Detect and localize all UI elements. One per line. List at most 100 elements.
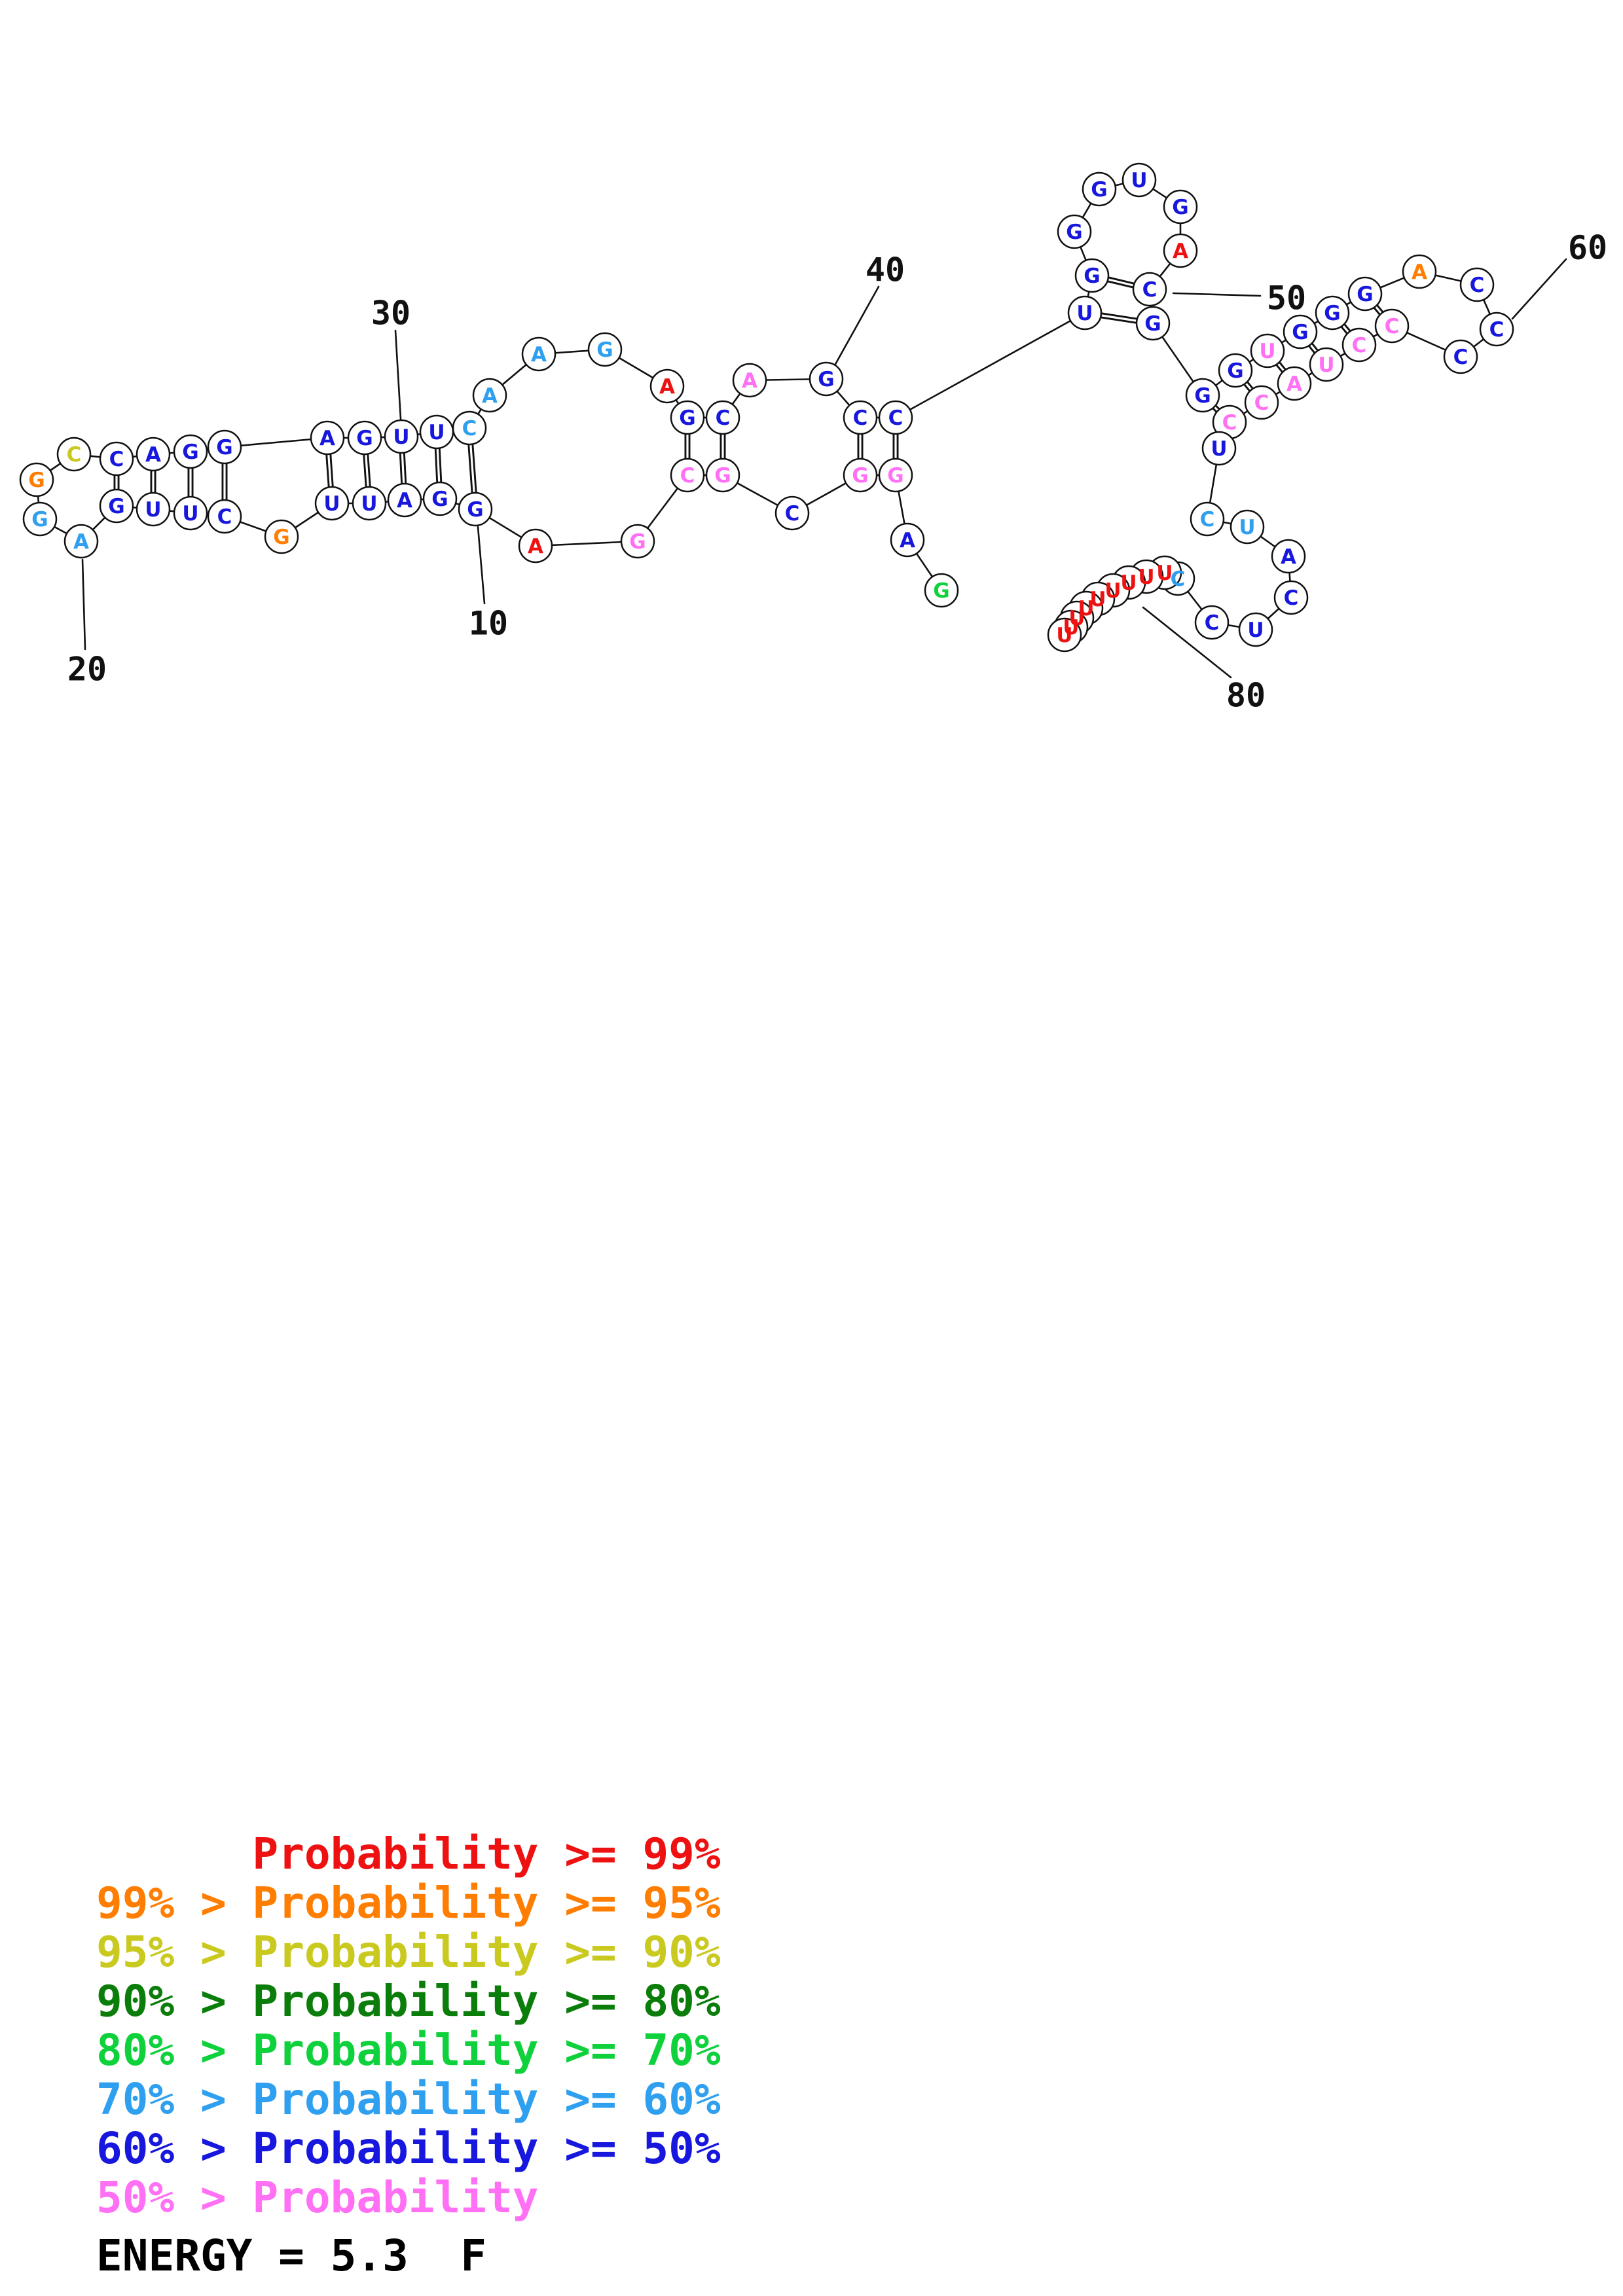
energy-text: ENERGY = 5.3 F [96,2231,487,2281]
nucleotide-base-letter: U [361,492,377,516]
nucleotide-base-letter: G [1227,359,1243,383]
nucleotide-circle [1163,189,1198,224]
nucleotide-base-letter: C [853,406,868,430]
nucleotide-base-letter: U [1131,169,1147,192]
position-label-line [477,526,486,605]
nucleotide-base-letter: G [467,498,483,522]
nucleotide-base-letter: A [742,369,757,393]
nucleotide-circle [1163,233,1198,268]
nucleotide-circle [1057,214,1092,249]
nucleotide-circle [310,420,345,456]
nucleotide-circle [1459,267,1495,302]
nucleotide-base-letter: G [1084,264,1100,288]
nucleotide-base-letter: A [397,489,412,512]
nucleotide-circle [521,336,556,372]
nucleotide-circle [1135,306,1171,341]
nucleotide-base-letter: U [1089,588,1106,611]
nucleotide-circle [890,522,925,558]
nucleotide-circle [64,524,99,559]
nucleotide-base-letter: G [31,508,48,531]
nucleotide-base-letter: G [273,526,289,549]
nucleotide-base-letter: G [818,368,834,391]
nucleotide-base-letter: U [1068,607,1085,630]
legend-line-5: 70% > Probability >= 60% [96,2074,721,2125]
nucleotide-base-letter: U [1056,624,1072,647]
nucleotide-base-letter: A [528,535,543,558]
nucleotide-base-letter: G [933,579,949,603]
nucleotide-base-letter: G [1357,283,1373,306]
nucleotide-circle [1185,378,1220,413]
nucleotide-circle [384,419,419,454]
nucleotide-circle [1250,333,1285,368]
nucleotide-circle [1402,254,1437,289]
nucleotide-base-letter: U [1211,437,1227,461]
position-label: 40 [866,251,905,289]
nucleotide-circle [1443,339,1478,374]
nucleotide-circle [732,363,767,398]
legend-line-6: 60% > Probability >= 50% [96,2123,721,2174]
nucleotide-circle [878,400,913,435]
nucleotide-circle [518,528,553,564]
nucleotide-base-letter: C [716,406,731,430]
nucleotide-base-letter: U [1104,579,1121,603]
nucleotide-circle [705,457,740,493]
nucleotide-circle [649,368,685,404]
nucleotide-base-letter: A [1173,240,1188,263]
nucleotide-base-letter: U [182,502,198,526]
nucleotide-base-letter: U [1076,302,1093,325]
nucleotide-circle [705,400,740,435]
nucleotide-base-letter: A [73,530,89,554]
nucleotide-circle [1277,366,1312,401]
nucleotide-base-letter: G [596,338,613,362]
nucleotide-base-letter: U [1120,571,1137,595]
position-label: 30 [371,295,410,332]
nucleotide-circle [1132,272,1167,307]
nucleotide-base-letter: C [1489,318,1504,342]
nucleotide-circle [19,462,54,497]
nucleotide-circle [347,420,382,456]
position-label-line [394,329,402,420]
nucleotide-circle [1122,162,1157,198]
legend-line-4: 80% > Probability >= 70% [96,2025,721,2075]
nucleotide-base-letter: C [1385,315,1400,338]
legend-line-7: 50% > Probability [96,2172,539,2223]
nucleotide-base-letter: C [1200,508,1215,531]
legend-line-2: 95% > Probability >= 90% [96,1927,721,1977]
nucleotide-circle [56,437,92,472]
position-label: 60 [1568,229,1607,267]
nucleotide-circle [1218,353,1253,388]
nucleotide-circle [136,492,171,527]
nucleotide-base-letter: G [1324,302,1340,325]
nucleotide-base-letter: U [1247,619,1264,642]
nucleotide-circle [452,410,487,446]
nucleotide-circle [1283,314,1318,350]
nucleotide-base-letter: G [1194,384,1211,408]
nucleotide-circle [670,400,705,435]
nucleotide-circle [422,481,458,516]
probability-legend: Probability >= 99% 99% > Probability >= … [96,1829,721,2222]
nucleotide-base-letter: G [629,530,646,554]
nucleotide-base-letter: C [1142,278,1158,302]
nucleotide-circle [314,486,350,521]
nucleotide-circle [1082,171,1117,207]
nucleotide-circle [387,482,422,518]
nucleotide-base-letter: G [108,495,124,518]
nucleotide-circle [458,492,493,527]
position-label: 10 [469,605,508,643]
nucleotide-circle [352,486,387,521]
nucleotide-circle [472,378,507,413]
nucleotide-base-letter: A [145,443,161,467]
nucleotide-circle [775,495,810,531]
nucleotide-base-letter: C [680,464,695,488]
nucleotide-base-letter: C [462,417,477,440]
nucleotide-base-letter: G [28,469,45,492]
nucleotide-circle [207,499,242,534]
nucleotide-base-letter: C [217,505,232,529]
nucleotide-circle [1190,501,1225,537]
nucleotide-base-letter: U [1138,565,1154,589]
nucleotide-base-letter: G [679,406,695,430]
nucleotide-circle [1273,580,1309,615]
nucleotide-base-letter: U [1318,353,1334,377]
